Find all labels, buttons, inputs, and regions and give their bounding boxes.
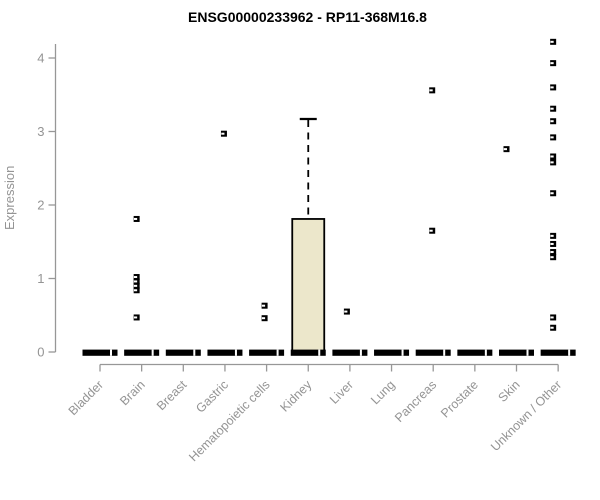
box-body (291, 218, 326, 353)
outlier-point-center (133, 316, 138, 319)
outlier-point-center (133, 280, 138, 283)
zero-box-bar (374, 349, 410, 356)
zero-box-bar (290, 349, 326, 356)
x-tick-label: Hematopoietic cells (186, 378, 273, 465)
x-tick-label: Skin (496, 378, 523, 405)
outlier-point-center (550, 192, 554, 195)
x-tick-label: Kidney (277, 377, 314, 414)
median-notch (443, 349, 446, 356)
zero-box-bar (82, 349, 118, 356)
outlier-point-center (221, 132, 225, 135)
y-tick-label: 0 (37, 345, 44, 360)
median-notch (234, 349, 237, 356)
outlier-point-center (550, 234, 554, 237)
outlier-point-center (550, 40, 554, 43)
x-tick-label: Pancreas (392, 378, 439, 425)
median-notch (526, 349, 529, 356)
outlier-point-center (133, 289, 138, 292)
outlier-point-center (261, 304, 266, 307)
y-tick-label: 1 (37, 271, 44, 286)
zero-box-bar (415, 349, 451, 356)
zero-box-bar (499, 349, 534, 356)
zero-box-bar (249, 349, 285, 356)
median-notch (401, 349, 404, 356)
zero-box-bar (165, 349, 201, 356)
outlier-point-center (550, 251, 554, 254)
outlier-point-center (550, 62, 554, 65)
median-notch (276, 349, 279, 356)
outlier-point-center (550, 136, 554, 139)
zero-box-bar (207, 349, 243, 356)
chart-title: ENSG00000233962 - RP11-368M16.8 (188, 9, 427, 25)
x-tick-label: Prostate (438, 378, 481, 421)
x-tick-label: Lung (368, 378, 398, 408)
median-notch (110, 349, 112, 356)
outlier-point-center (550, 107, 554, 110)
median-notch (359, 349, 362, 356)
y-tick-label: 2 (37, 198, 44, 213)
outlier-point-center (344, 310, 348, 313)
x-tick-label: Bladder (66, 378, 106, 418)
median-notch (484, 349, 487, 356)
median-notch (193, 349, 196, 356)
median-notch (568, 349, 571, 356)
outlier-point-center (429, 89, 433, 92)
outlier-point-center (550, 326, 554, 329)
outlier-point-center (550, 256, 554, 259)
outlier-point-center (550, 155, 554, 158)
x-tick-label: Brain (117, 378, 148, 409)
x-tick-label: Unknown / Other (488, 378, 564, 454)
zero-box-bar (540, 349, 576, 356)
y-tick-label: 3 (37, 124, 44, 139)
outlier-point-center (550, 242, 554, 245)
outlier-point-center (550, 316, 554, 319)
outlier-point-center (261, 317, 266, 320)
outlier-point-center (550, 86, 554, 89)
x-tick-label: Liver (327, 378, 356, 407)
outlier-point-center (133, 276, 138, 279)
outlier-point-center (133, 284, 138, 287)
outlier-point-center (133, 217, 138, 220)
zero-box-bar (457, 349, 493, 356)
outlier-point-center (429, 229, 433, 232)
outlier-point-center (550, 120, 554, 123)
x-tick-label: Breast (154, 377, 190, 413)
x-tick-label: Gastric (193, 378, 231, 416)
zero-box-bar (124, 349, 160, 356)
zero-box-bar (332, 349, 368, 356)
median-notch (151, 349, 154, 356)
outlier-point-center (550, 161, 554, 164)
y-tick-label: 4 (37, 51, 44, 66)
outlier-point-center (503, 148, 507, 151)
median-notch (318, 349, 321, 356)
